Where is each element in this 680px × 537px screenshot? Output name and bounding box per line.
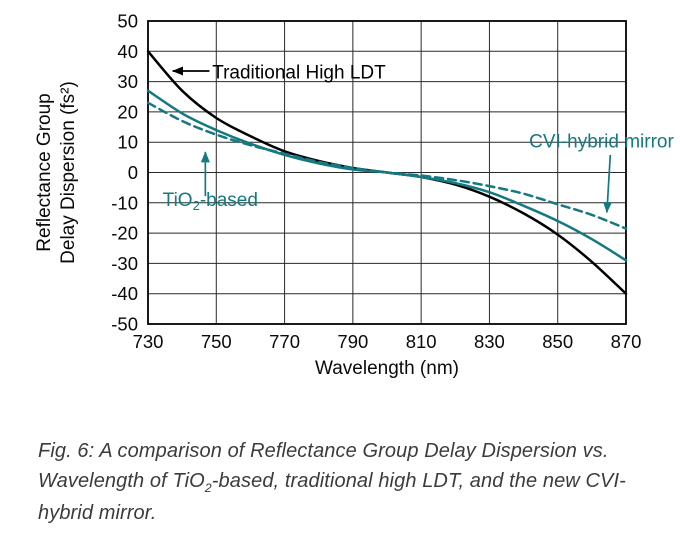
caption-subscript: 2 xyxy=(204,481,212,495)
annotation-label-traditional-high-ldt: Traditional High LDT xyxy=(212,63,386,84)
y-tick-label: -50 xyxy=(111,314,138,335)
y-tick-label: 50 xyxy=(117,11,138,32)
y-axis-title-line-1: Reflectance Group xyxy=(34,93,55,251)
y-tick-label: -40 xyxy=(111,283,138,304)
x-tick-label: 790 xyxy=(337,331,368,352)
y-tick-label: 40 xyxy=(117,41,138,62)
y-tick-label: 0 xyxy=(128,162,138,183)
x-tick-label: 850 xyxy=(542,331,573,352)
annotation-label-tio2-based: TiO2-based xyxy=(163,190,258,213)
y-tick-label: -30 xyxy=(111,253,138,274)
caption-text: Fig. 6: A comparison of Reflectance Grou… xyxy=(38,440,609,492)
y-tick-label: 30 xyxy=(117,71,138,92)
y-tick-label: 20 xyxy=(117,101,138,122)
y-axis-title-line-2: Delay Dispersion (fs²) xyxy=(58,81,79,264)
y-tick-label: 10 xyxy=(117,132,138,153)
annotation-arrow-cvi-hybrid-mirror xyxy=(603,154,612,213)
y-tick-label: -20 xyxy=(111,223,138,244)
x-tick-label: 750 xyxy=(201,331,232,352)
x-axis-title: Wavelength (nm) xyxy=(315,358,459,379)
x-tick-label: 870 xyxy=(611,331,642,352)
caption-text: -based, traditional high LDT, and the ne… xyxy=(38,470,626,524)
x-tick-label: 810 xyxy=(406,331,437,352)
x-tick-label: 830 xyxy=(474,331,505,352)
x-tick-label: 730 xyxy=(133,331,164,352)
x-tick-label: 770 xyxy=(269,331,300,352)
annotation-label-cvi-hybrid-mirror: CVI-hybrid mirror xyxy=(529,132,674,153)
gdd-dispersion-chart: 730 750 770 790 810 830 850 870 50 40 30 20 10 0 -10 -2… xyxy=(34,11,674,380)
figure-caption: Fig. 6: A comparison of Reflectance Grou… xyxy=(38,436,656,528)
plot-border xyxy=(147,20,627,325)
series-line-cvi-hybrid-mirror xyxy=(146,101,628,230)
y-tick-label: -10 xyxy=(111,192,138,213)
series-line-tio2-based xyxy=(146,89,628,262)
